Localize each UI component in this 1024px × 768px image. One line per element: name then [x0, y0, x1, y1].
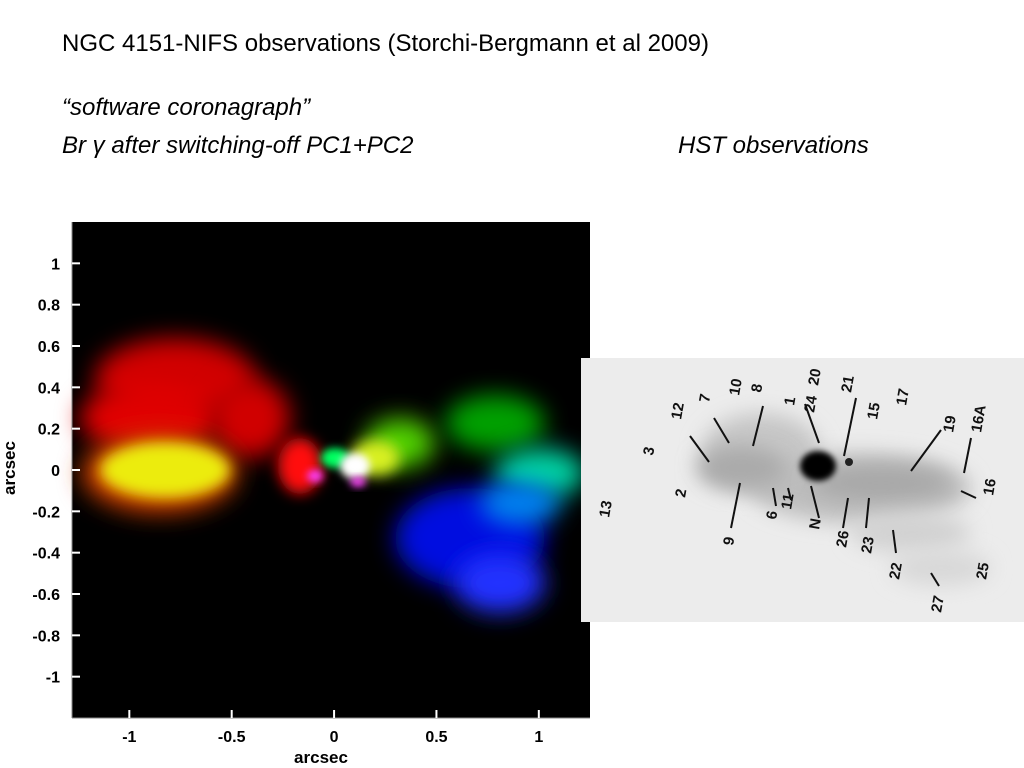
y-tick-label: -0.6 [32, 587, 60, 604]
y-tick-label: -0.4 [32, 546, 60, 563]
y-tick-label: 0 [51, 463, 60, 480]
hst-feature-label: 16 [980, 477, 1000, 496]
hst-feature-label: 16A [968, 403, 990, 433]
subtitle-quote: “software coronagraph” [62, 94, 311, 121]
hst-feature-label: 25 [973, 561, 993, 580]
hst-feature-label: 26 [833, 529, 853, 548]
hst-feature-label: 12 [668, 401, 688, 420]
hst-feature-label: 7 [696, 393, 714, 404]
hst-feature-label: 1 [781, 396, 799, 407]
hst-feature-label: 23 [858, 535, 878, 554]
subtitle-right: HST observations [678, 132, 869, 159]
hst-feature-label: 9 [720, 536, 738, 547]
x-tick-label: -1 [122, 729, 136, 746]
emission-blobs [80, 338, 585, 613]
hst-feature-label: N [806, 517, 825, 531]
hst-feature-label: 21 [838, 374, 858, 393]
hst-feature-label: 11 [778, 492, 797, 511]
x-axis-label: arcsec [294, 748, 348, 767]
y-tick-label: 1 [51, 256, 60, 273]
y-tick-label: 0.8 [38, 298, 60, 315]
hst-feature-label: 2 [672, 488, 690, 499]
x-tick-label: 0 [330, 729, 339, 746]
hst-feature-label: 27 [928, 594, 948, 613]
hst-feature-label: 17 [893, 387, 913, 406]
hst-pointer-lines [689, 397, 977, 587]
x-tick-label: -0.5 [218, 729, 246, 746]
hst-feature-label: 6 [763, 510, 781, 521]
y-tick-label: 0.6 [38, 339, 60, 356]
y-tick-label: -0.8 [32, 628, 60, 645]
axes: -1 -0.5 0 0.5 1 1 0.8 0.6 0.4 0.2 0 -0.2 -0.4 -0.6 -0.… [0, 222, 590, 767]
hst-emission [696, 413, 991, 586]
hst-feature-label: 13 [596, 499, 616, 518]
x-tick-label: 0.5 [425, 729, 447, 746]
y-tick-label: -0.2 [32, 504, 60, 521]
slide-title: NGC 4151-NIFS observations (Storchi-Berg… [62, 30, 709, 57]
nifs-emission-map: -1 -0.5 0 0.5 1 1 0.8 0.6 0.4 0.2 0 -0.2 -0.4 -0.6 -0.… [0, 222, 590, 767]
y-tick-label: 0.2 [38, 422, 60, 439]
hst-feature-label: 22 [886, 561, 906, 580]
hst-feature-label: 20 [805, 367, 825, 386]
x-tick-label: 1 [534, 729, 543, 746]
subtitle-left: Br γ after switching-off PC1+PC2 [62, 132, 414, 159]
y-tick-label: 0.4 [38, 380, 60, 397]
hst-feature-label: 24 [801, 394, 821, 414]
hst-feature-label: 8 [748, 383, 766, 394]
y-tick-label: -1 [46, 670, 60, 687]
hst-feature-label: 19 [940, 414, 960, 433]
hst-feature-label: 3 [640, 446, 658, 457]
y-axis-label: arcsec [0, 441, 19, 495]
hst-feature-label: 15 [864, 401, 884, 420]
hst-feature-label: 10 [726, 377, 746, 396]
